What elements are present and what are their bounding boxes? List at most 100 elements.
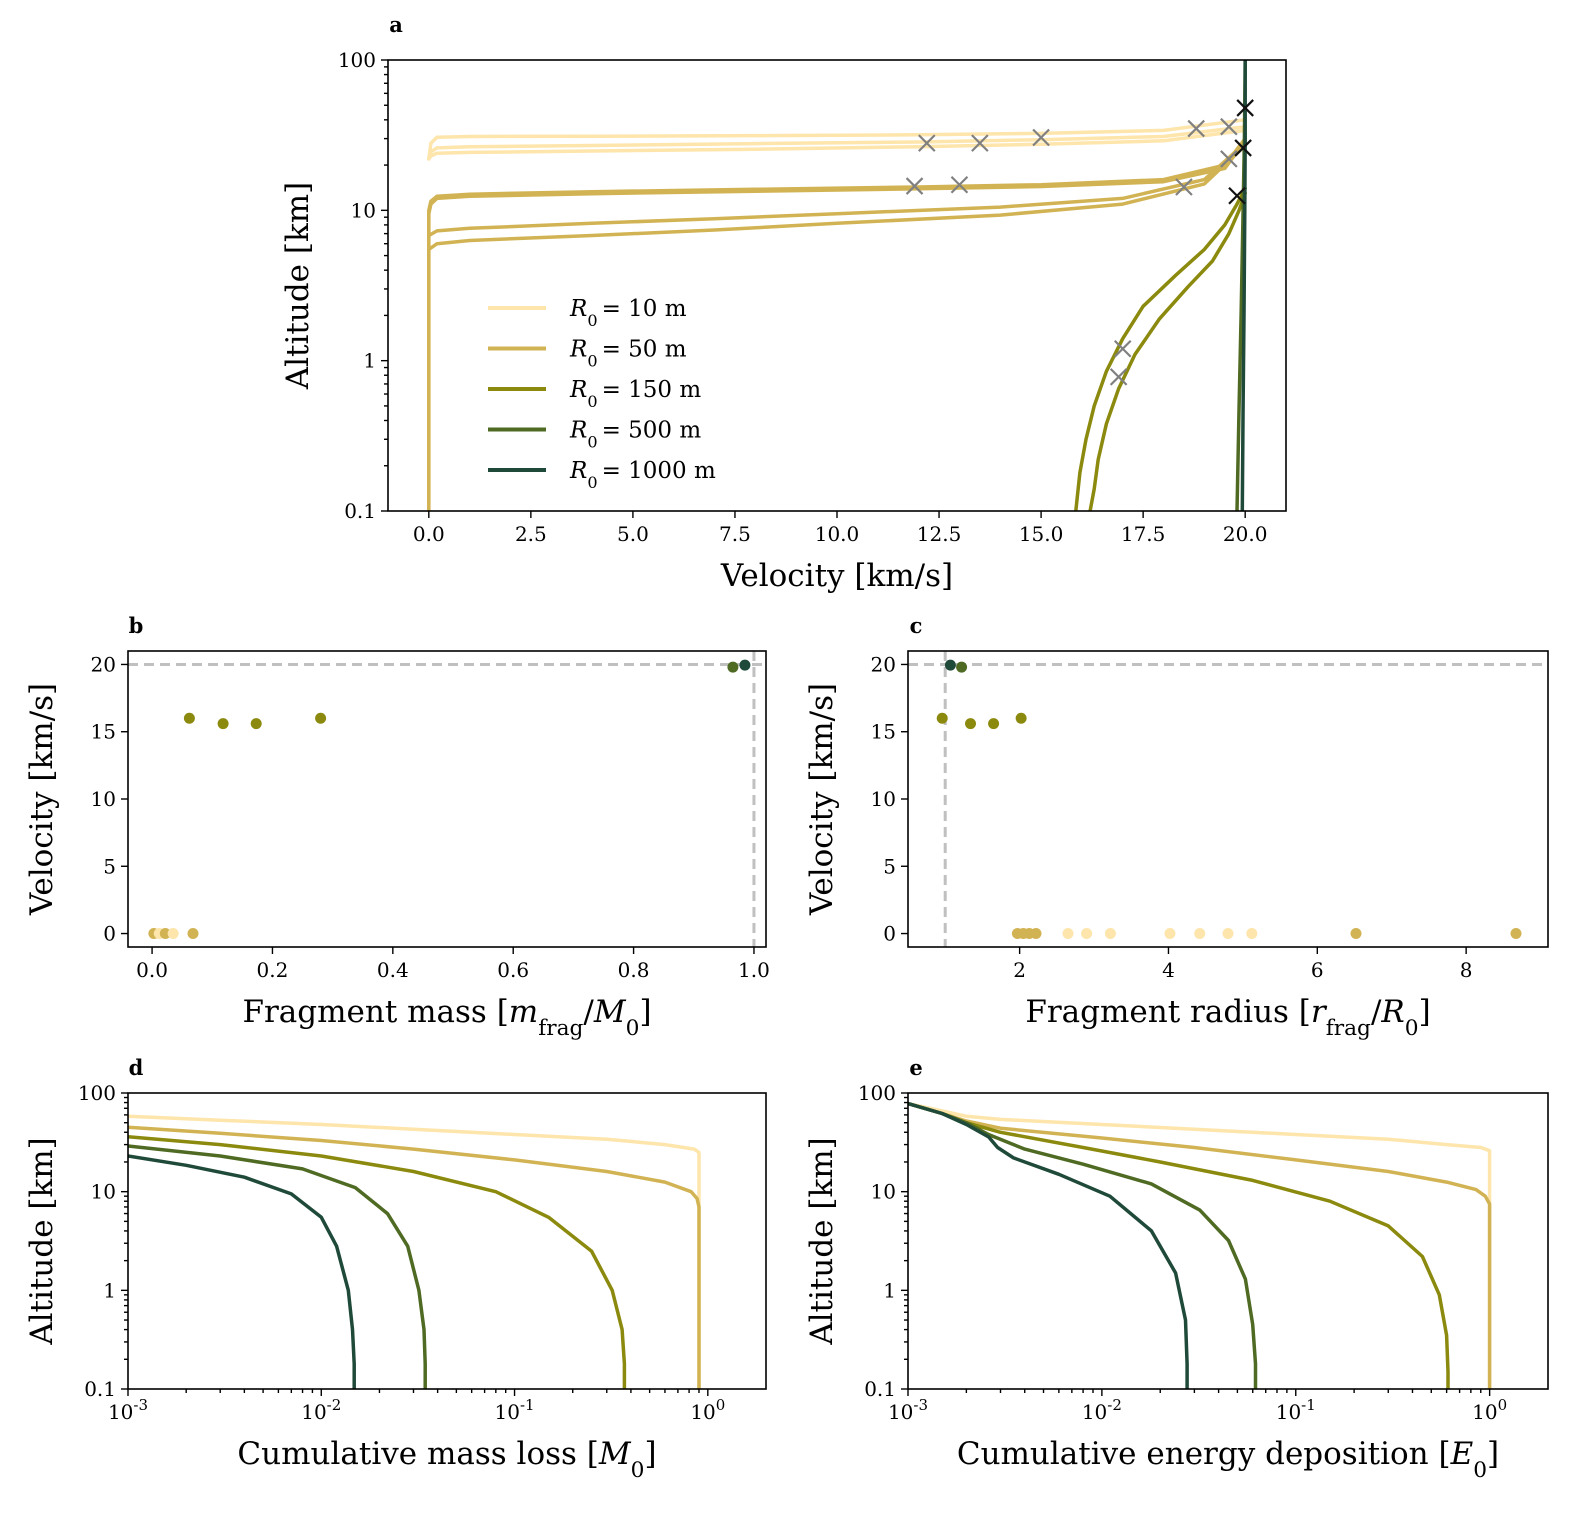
series-line-r1000-10 bbox=[1240, 60, 1247, 511]
axes-frame-e bbox=[907, 1092, 1549, 1390]
x-tick-label-4: 0.8 bbox=[618, 958, 650, 982]
x-tick-label-3: 0.6 bbox=[497, 958, 529, 982]
x-tick-label-1: 10-2 bbox=[301, 1396, 341, 1424]
legend-label-2: R0 = 150 m bbox=[569, 377, 701, 411]
x-tick-label-1: 0.2 bbox=[257, 958, 289, 982]
scatter-point-4 bbox=[1194, 928, 1206, 940]
series-line-r50-6 bbox=[427, 143, 1247, 252]
series-line-r500-3 bbox=[128, 1144, 427, 1389]
x-tick-label-0: 2 bbox=[1013, 958, 1026, 982]
y-tick-label-1: 5 bbox=[883, 854, 896, 878]
panel-label-c: c bbox=[910, 613, 923, 638]
x-tick-label-3: 100 bbox=[1472, 1396, 1507, 1424]
cross-marker-11 bbox=[1236, 99, 1254, 117]
ticks-d bbox=[121, 1092, 709, 1396]
y-tick-label-0: 0.1 bbox=[344, 499, 376, 523]
axes-frame-b bbox=[127, 650, 767, 948]
legend-label-4: R0 = 1000 m bbox=[569, 458, 716, 492]
y-tick-label-0: 0.1 bbox=[84, 1377, 116, 1401]
ticks-c bbox=[901, 663, 1467, 954]
y-tick-label-1: 1 bbox=[103, 1278, 116, 1302]
x-tick-label-2: 10-1 bbox=[1276, 1396, 1316, 1424]
x-tick-label-3: 8 bbox=[1460, 958, 1473, 982]
ticks-e bbox=[901, 1092, 1491, 1396]
legend: R0 = 10 m R0 = 50 m R0 = 150 m R0 = 500 m R0 = 10… bbox=[488, 296, 716, 492]
panel-d: 10-3 10-2 10-1 100 0.1 1 10 100 d Cumulative mass… bbox=[24, 1055, 767, 1483]
y-tick-label-1: 1 bbox=[363, 349, 376, 373]
axes-frame-c bbox=[907, 650, 1549, 948]
y-tick-label-2: 10 bbox=[351, 198, 376, 222]
x-tick-label-0: 0.0 bbox=[413, 522, 445, 546]
scatter-point-9 bbox=[727, 661, 739, 673]
scatter-point-16 bbox=[1015, 712, 1027, 724]
y-tick-label-3: 15 bbox=[871, 720, 896, 744]
scatter-point-4 bbox=[187, 928, 199, 940]
series-line-r50-1 bbox=[128, 1125, 701, 1389]
cross-marker-9 bbox=[1113, 339, 1132, 358]
x-tick-label-1: 10-2 bbox=[1082, 1396, 1122, 1424]
scatter-point-7 bbox=[250, 718, 262, 730]
series-line-r50-5 bbox=[427, 141, 1247, 238]
x-tick-label-2: 10-1 bbox=[495, 1396, 535, 1424]
scatter-point-11 bbox=[1350, 928, 1362, 940]
x-tick-label-0: 10-3 bbox=[108, 1396, 148, 1424]
ticks-b bbox=[121, 663, 755, 954]
cross-marker-1 bbox=[971, 134, 989, 152]
scatter-point-10 bbox=[1030, 928, 1042, 940]
scatter-point-18 bbox=[944, 659, 956, 671]
x-tick-label-0: 0.0 bbox=[136, 958, 168, 982]
scatter-point-3 bbox=[1164, 928, 1176, 940]
scatter-point-12 bbox=[1510, 928, 1522, 940]
y-axis-label-c: Velocity [km/s] bbox=[804, 683, 840, 916]
cross-marker-0 bbox=[918, 134, 936, 152]
x-tick-label-0: 10-3 bbox=[888, 1396, 928, 1424]
x-axis-label-b: Fragment mass [mfrag/M0] bbox=[242, 994, 651, 1041]
plot-area-c bbox=[908, 651, 1548, 947]
scatter-point-2 bbox=[1104, 928, 1116, 940]
series-line-r10-1 bbox=[427, 124, 1247, 161]
x-tick-label-4: 10.0 bbox=[815, 522, 860, 546]
cross-marker-4 bbox=[950, 175, 969, 194]
x-tick-label-3: 7.5 bbox=[719, 522, 751, 546]
cross-marker-12 bbox=[1234, 139, 1252, 157]
scatter-point-2 bbox=[159, 928, 171, 940]
series-line-r10-2 bbox=[427, 128, 1247, 161]
scatter-point-14 bbox=[965, 718, 977, 730]
scatter-point-10 bbox=[739, 659, 751, 671]
cross-marker-7 bbox=[1220, 117, 1238, 136]
panel-a: 0.0 2.5 5.0 7.5 10.0 12.5 15.0 17.5 20.0 0.1 1 10 10… bbox=[280, 12, 1287, 594]
y-axis-label-b: Velocity [km/s] bbox=[24, 683, 60, 916]
cross-marker-3 bbox=[905, 177, 924, 195]
y-tick-label-3: 100 bbox=[338, 48, 376, 72]
y-tick-label-3: 100 bbox=[78, 1081, 116, 1105]
series-line-r150-2 bbox=[128, 1135, 627, 1389]
plot-area-e bbox=[908, 1101, 1492, 1389]
scatter-point-8 bbox=[315, 712, 327, 724]
cross-marker-6 bbox=[1187, 119, 1205, 138]
x-tick-label-2: 5.0 bbox=[617, 522, 649, 546]
x-tick-label-6: 15.0 bbox=[1019, 522, 1064, 546]
plot-area-a bbox=[427, 60, 1254, 511]
y-tick-label-0: 0 bbox=[103, 922, 116, 946]
ticks-a bbox=[381, 59, 1246, 518]
scatter-point-5 bbox=[183, 712, 195, 724]
panel-c: 2 4 6 8 0 5 10 15 20 c Fragment radius [rfrag/R0] V… bbox=[804, 613, 1549, 1041]
series-line-r150-8 bbox=[1088, 191, 1247, 511]
axes-frame-d bbox=[127, 1092, 767, 1390]
y-axis-label-e: Altitude [km] bbox=[804, 1137, 840, 1346]
x-tick-label-1: 2.5 bbox=[515, 522, 547, 546]
scatter-point-6 bbox=[217, 718, 229, 730]
scatter-point-5 bbox=[1222, 928, 1234, 940]
series-line-r10-0 bbox=[427, 118, 1247, 161]
y-tick-label-0: 0.1 bbox=[864, 1377, 896, 1401]
legend-label-3: R0 = 500 m bbox=[569, 418, 701, 452]
cross-marker-13 bbox=[1228, 186, 1246, 205]
y-tick-label-3: 15 bbox=[91, 720, 116, 744]
x-tick-label-7: 17.5 bbox=[1121, 522, 1166, 546]
y-tick-label-0: 0 bbox=[883, 922, 896, 946]
axes-frame-a bbox=[387, 59, 1287, 512]
x-axis-label-c: Fragment radius [rfrag/R0] bbox=[1025, 994, 1430, 1041]
series-line-r150-7 bbox=[1074, 186, 1247, 511]
panel-label-d: d bbox=[129, 1055, 144, 1080]
